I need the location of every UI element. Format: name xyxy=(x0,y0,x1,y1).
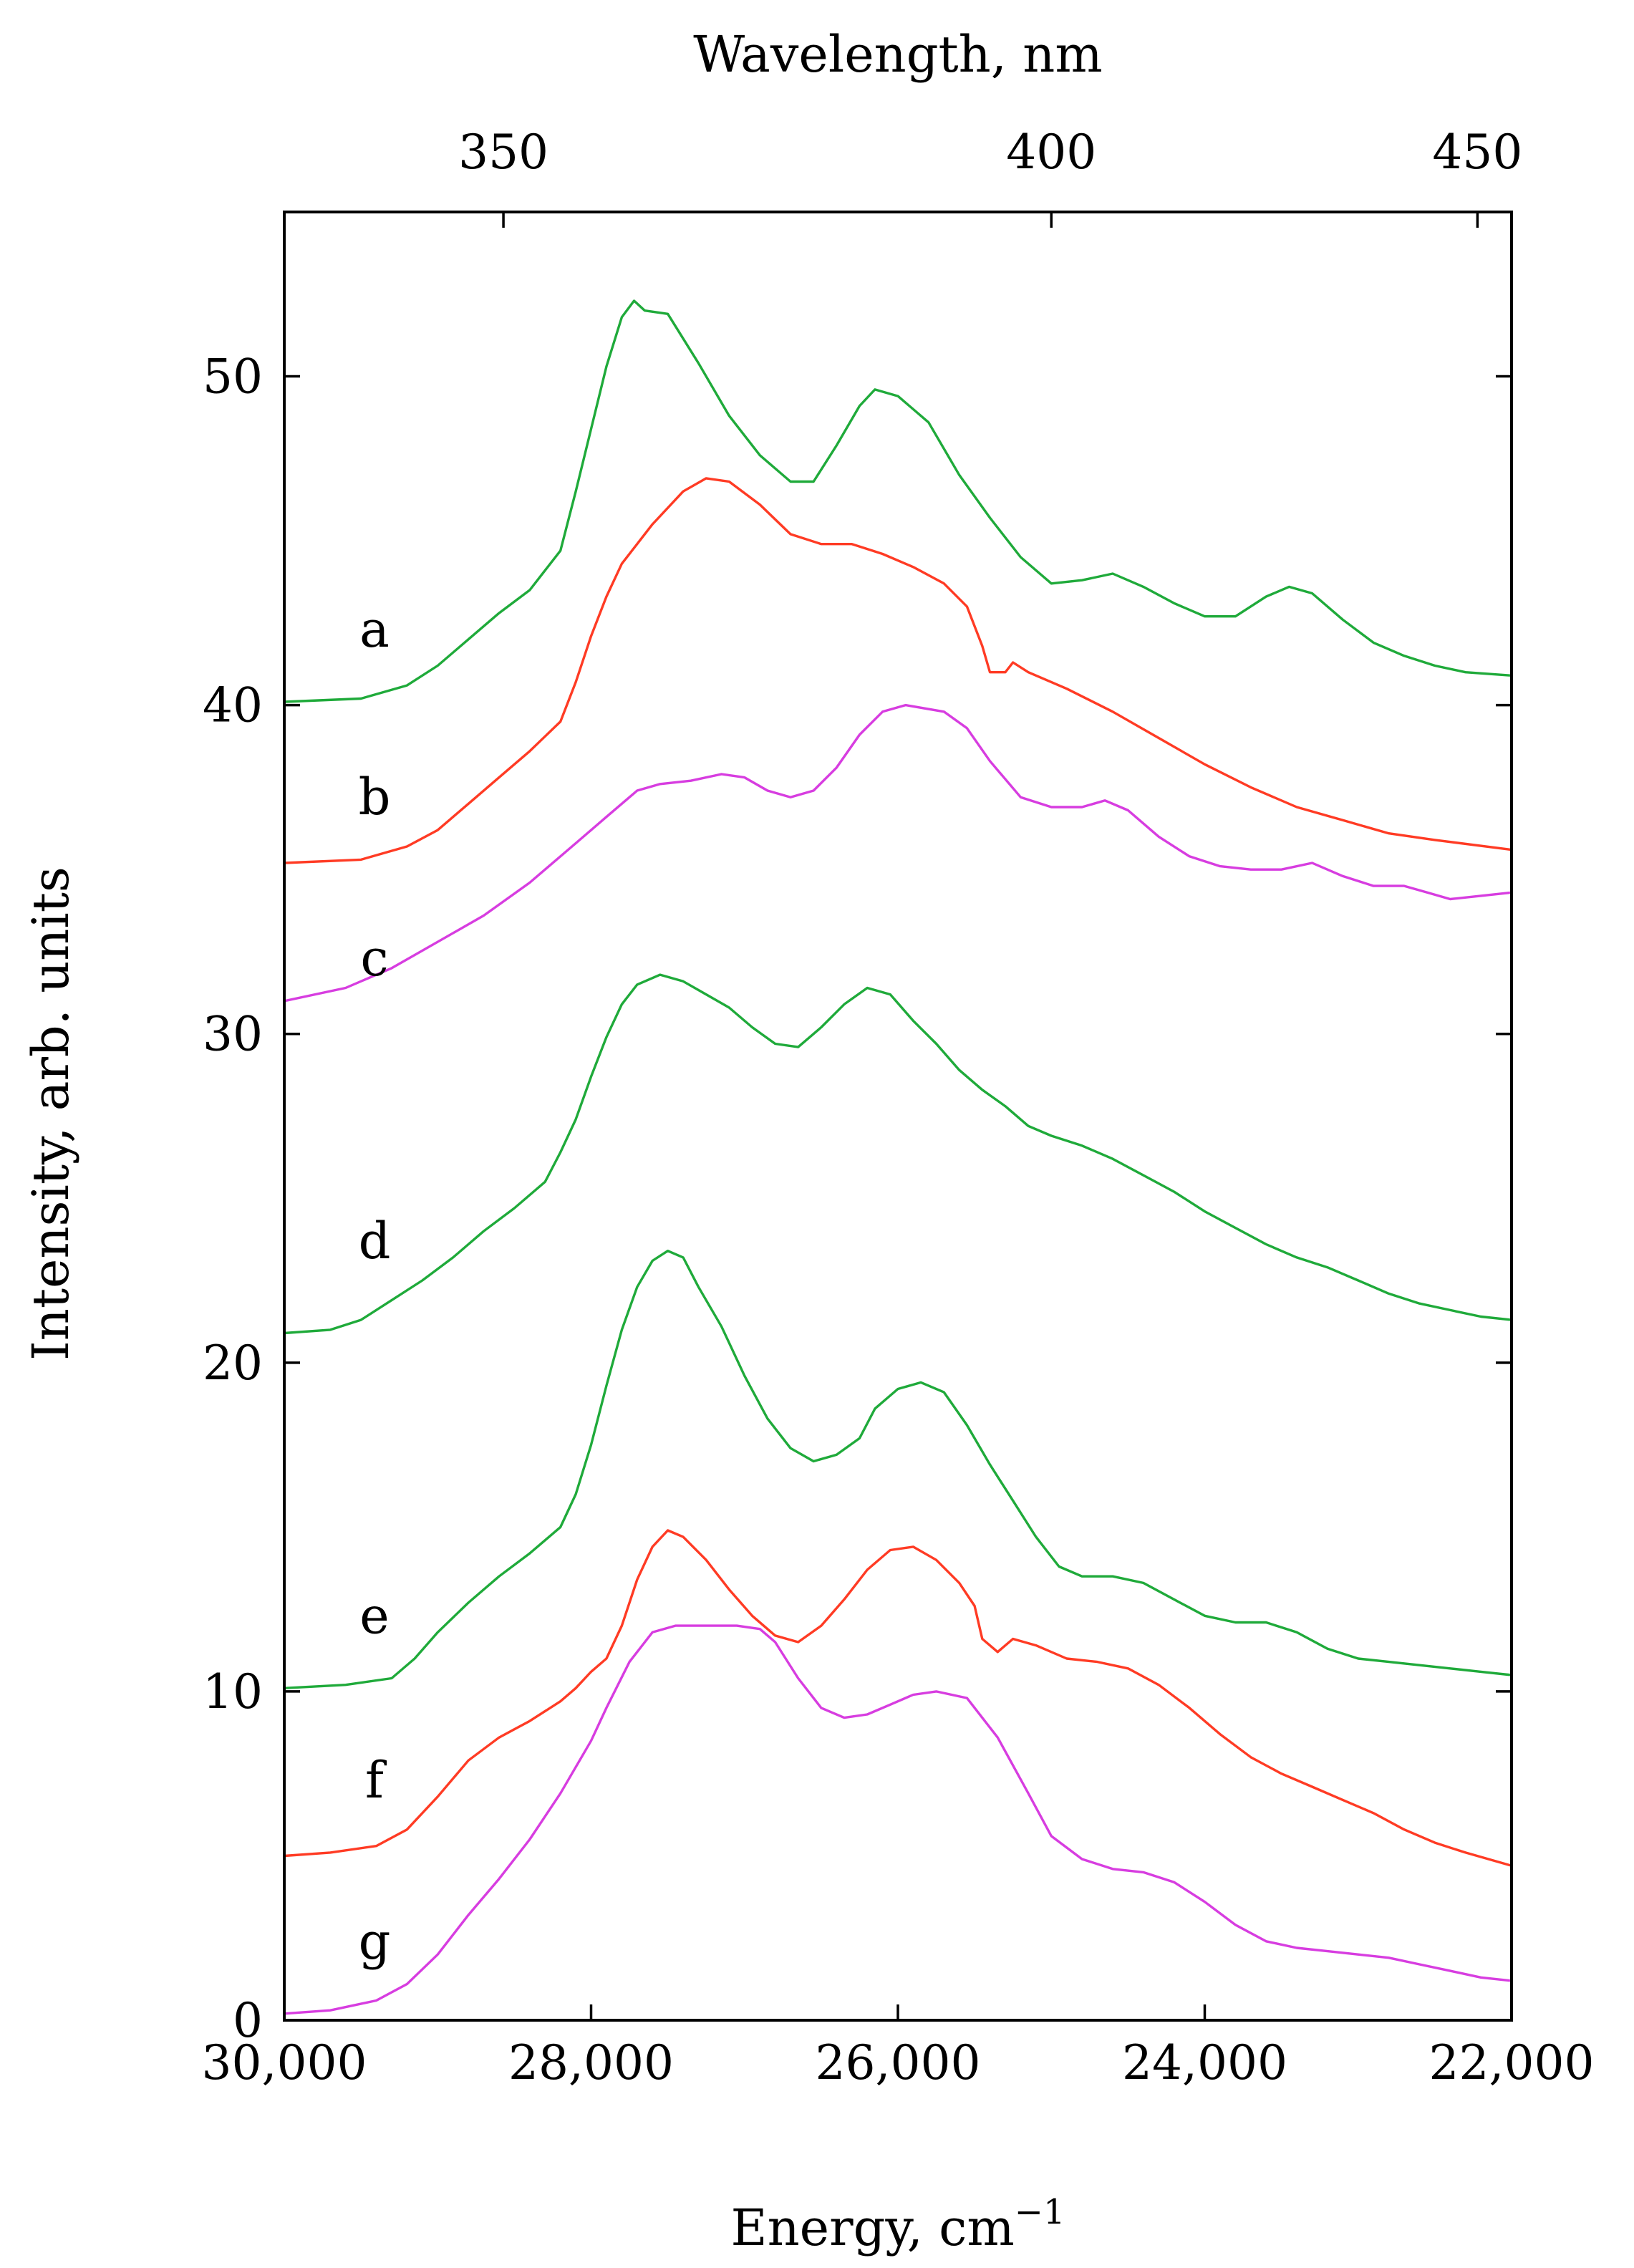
x-tick-label: 24,000 xyxy=(1122,2035,1287,2090)
y-tick-label: 50 xyxy=(203,349,263,405)
x-axis-title-main: Energy, cm xyxy=(731,2199,1015,2257)
series-e-label: e xyxy=(359,1586,389,1645)
y-tick-label: 0 xyxy=(233,1993,263,2048)
x-tick-label: 30,000 xyxy=(202,2035,367,2090)
y-axis-title: Intensity, arb. units xyxy=(21,867,80,1361)
y-tick-label: 10 xyxy=(203,1664,263,1719)
ticks-group xyxy=(283,212,1513,2022)
series-d-line xyxy=(283,973,1513,1335)
curves-group xyxy=(283,299,1513,2015)
series-f-label: f xyxy=(365,1751,387,1810)
x2-tick-label: 350 xyxy=(458,125,548,180)
y-tick-label: 30 xyxy=(203,1007,263,1062)
x2-axis-title: Wavelength, nm xyxy=(693,25,1102,84)
x2-tick-label: 450 xyxy=(1432,125,1522,180)
x-tick-label: 22,000 xyxy=(1429,2035,1595,2090)
series-a-line xyxy=(283,299,1513,703)
labels-group: a b c d e f g 30,000 28,000 26,000 24,000 22,000 350… xyxy=(202,125,1595,2090)
series-e-line xyxy=(283,1250,1513,1689)
series-d-label: d xyxy=(359,1212,391,1270)
x-tick-label: 26,000 xyxy=(816,2035,981,2090)
x-axis-title: Energy, cm−1 xyxy=(731,2192,1065,2257)
plot-frame xyxy=(283,211,1513,2022)
y-tick-label: 20 xyxy=(203,1336,263,1391)
y-tick-label: 40 xyxy=(203,678,263,733)
x-tick-label: 28,000 xyxy=(508,2035,674,2090)
series-c-label: c xyxy=(360,929,388,988)
series-f-line xyxy=(283,1529,1513,1867)
series-g-label: g xyxy=(359,1912,391,1971)
x-axis-title-superscript: −1 xyxy=(1015,2192,1065,2232)
series-g-line xyxy=(283,1624,1513,2015)
series-c-line xyxy=(283,703,1513,1003)
series-b-label: b xyxy=(359,768,391,826)
series-b-line xyxy=(283,477,1513,864)
series-a-label: a xyxy=(359,600,390,659)
x2-tick-label: 400 xyxy=(1006,125,1096,180)
